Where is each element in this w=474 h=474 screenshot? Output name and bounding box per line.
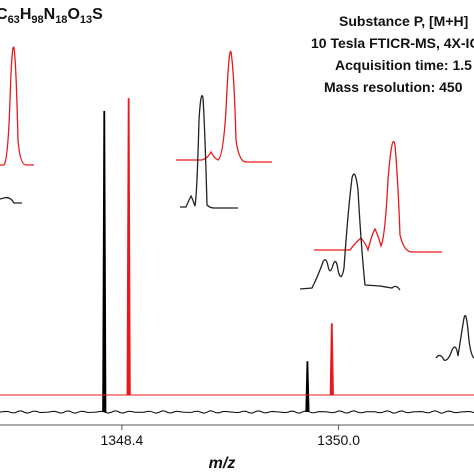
inset-red-trace-1	[0, 46, 34, 166]
baseline-black	[0, 410, 474, 414]
peak-red-2	[329, 323, 334, 396]
annotation-line-3: Acquisition time: 1.5	[335, 57, 472, 73]
peak-black-1	[102, 110, 107, 413]
inset-black-trace-4	[435, 315, 474, 361]
x-tick-label: 1350.0	[317, 432, 360, 448]
peak-black-2	[305, 361, 310, 413]
inset-black-trace-1	[0, 196, 22, 204]
inset-red-trace-2	[176, 50, 272, 163]
molecular-formula: C63H98N18O13S	[0, 6, 103, 26]
main-spectrum	[0, 98, 474, 414]
inset-black-trace-2	[180, 94, 238, 209]
inset-peaks	[0, 46, 474, 361]
x-axis-ticks	[121, 425, 340, 430]
annotation-line-1: Substance P, [M+H]	[339, 13, 468, 29]
inset-red-trace-3	[314, 140, 442, 253]
annotation-line-4: Mass resolution: 450	[324, 79, 463, 95]
peak-red-1	[126, 98, 131, 396]
x-axis-label: m/z	[209, 455, 236, 472]
x-tick-label: 1348.4	[100, 432, 143, 448]
inset-black-trace-3	[299, 173, 401, 291]
annotation-line-2: 10 Tesla FTICR-MS, 4X-IC	[311, 35, 474, 51]
